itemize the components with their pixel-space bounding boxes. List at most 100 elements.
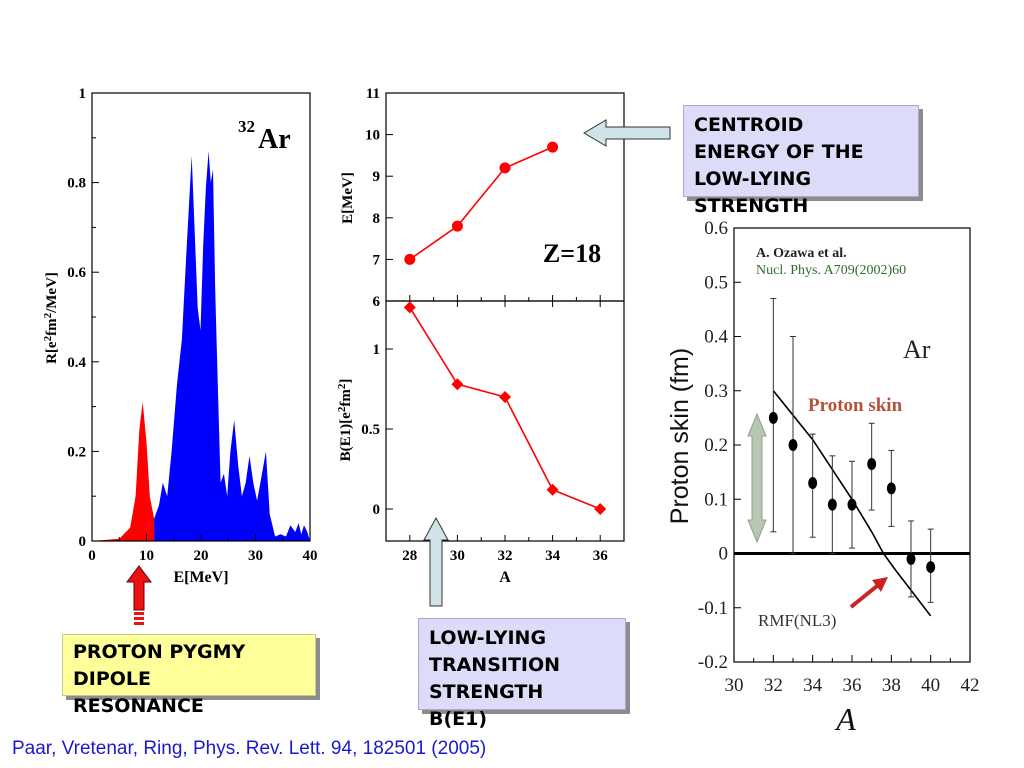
skin-x-tick-label: 34 (803, 675, 823, 696)
centroid-data (403, 141, 607, 515)
strength-title-element: Ar (258, 124, 291, 155)
centroid-x-label: A (499, 569, 511, 586)
strength-y-tick-label: 0.6 (67, 265, 86, 281)
pygmy-callout: PROTON PYGMY DIPOLE RESONANCE (62, 634, 316, 717)
skin-plot-frame (733, 227, 971, 663)
skin-point (867, 457, 877, 470)
energy-point (451, 220, 463, 232)
skin-y-tick-label: 0.4 (704, 327, 728, 348)
energy-y-tick-label: 9 (373, 169, 381, 185)
skin-x-tick-label: 42 (961, 675, 980, 696)
model-label: RMF(NL3) (758, 611, 836, 630)
transition-line-3: STRENGTH (429, 681, 544, 703)
z-label: Z=18 (543, 239, 601, 268)
centroid-line-4: STRENGTH (694, 195, 809, 217)
centroid-panel: 28 30 32 34 36 6 7 8 9 10 11 0 0.5 1 Z=18 E[MeV] B(E1… (336, 86, 625, 586)
skin-y-tick-label: 0.5 (704, 272, 728, 293)
strength-ticks: 0 10 20 30 40 0 0.2 0.4 0.6 0.8 1 (67, 86, 317, 564)
strength-x-tick-label: 20 (194, 548, 209, 564)
be1-y-tick-label: 0 (373, 502, 381, 518)
energy-point (499, 162, 511, 174)
strength-x-label: E[MeV] (173, 569, 228, 586)
pygmy-line-3: RESONANCE (73, 695, 204, 717)
skin-y-tick-label: 0.2 (704, 435, 728, 456)
strength-fill-layer (92, 151, 310, 541)
energy-y-tick-label: 10 (365, 128, 380, 144)
skin-y-tick-label: 0.1 (704, 489, 728, 510)
centroid-x-tick-label: 32 (498, 548, 513, 564)
be1-y-label: B(E1)[e2fm2] (336, 379, 354, 462)
skin-point (886, 482, 896, 495)
skin-y-tick-label: 0.6 (704, 218, 728, 239)
strength-y-tick-label: 1 (79, 86, 87, 102)
skin-y-label: Proton skin (fm) (666, 348, 694, 524)
strength-x-tick-label: 0 (88, 548, 96, 564)
skin-point (768, 411, 778, 424)
centroid-x-tick-label: 28 (402, 548, 417, 564)
skin-point (906, 552, 916, 565)
centroid-ticks: 28 30 32 34 36 6 7 8 9 10 11 0 0.5 1 (361, 86, 608, 564)
skin-x-label: A (834, 701, 856, 737)
skin-point (808, 476, 818, 489)
left-arrow-icon (583, 119, 671, 147)
reference-journal: Nucl. Phys. A709(2002)60 (756, 263, 906, 278)
strength-y-tick-label: 0.2 (67, 444, 86, 460)
red-arrow-icon (872, 577, 888, 592)
centroid-x-tick-label: 36 (593, 548, 609, 564)
energy-y-label: E[MeV] (340, 172, 356, 224)
skin-data (734, 298, 970, 617)
be1-point (594, 503, 607, 515)
transition-line-2: TRANSITION (429, 654, 561, 676)
reference-author: A. Ozawa et al. (756, 246, 847, 261)
element-label: Ar (903, 335, 931, 364)
strength-area-giant (154, 151, 310, 541)
centroid-callout: CENTROID ENERGY OF THE LOW-LYING STRENGT… (683, 105, 919, 217)
centroid-x-tick-label: 34 (545, 548, 561, 564)
be1-point (403, 301, 416, 314)
centroid-line-1: CENTROID (694, 114, 804, 136)
be1-y-tick-label: 1 (373, 342, 381, 358)
skin-x-tick-label: 40 (921, 675, 940, 696)
skin-point (847, 498, 857, 511)
red-up-arrow-icon (126, 565, 152, 625)
strength-x-tick-label: 30 (248, 548, 263, 564)
pygmy-line-2: DIPOLE (73, 668, 152, 690)
be1-line (409, 306, 601, 510)
centroid-line-2: ENERGY OF THE (694, 141, 864, 163)
transition-line-4: B(E1) (429, 708, 488, 730)
energy-y-tick-label: 11 (366, 86, 380, 102)
be1-y-tick-label: 0.5 (361, 422, 380, 438)
pygmy-line-1: PROTON PYGMY (73, 641, 246, 663)
energy-y-tick-label: 8 (373, 211, 381, 227)
skin-point (788, 439, 798, 451)
transition-line-1: LOW-LYING (429, 627, 547, 649)
transition-callout: LOW-LYING TRANSITION STRENGTH B(E1) (418, 618, 626, 730)
skin-x-tick-label: 32 (764, 675, 783, 696)
energy-point (547, 141, 559, 153)
up-arrow-icon (423, 516, 449, 607)
citation: Paar, Vretenar, Ring, Phys. Rev. Lett. 9… (12, 738, 487, 759)
centroid-line-3: LOW-LYING (694, 168, 812, 190)
be1-point (451, 378, 464, 391)
skin-ticks: 30 32 34 36 38 40 42 -0.2 -0.1 0 0.1 0.2 0.3 0.4 0.5 0.… (698, 218, 980, 696)
strength-x-tick-label: 10 (139, 548, 154, 564)
skin-y-tick-label: 0.3 (704, 381, 728, 402)
skin-y-tick-label: -0.2 (698, 652, 728, 673)
skin-point (827, 498, 837, 511)
skin-x-tick-label: 36 (843, 675, 862, 696)
be1-point (546, 483, 559, 496)
strength-y-tick-label: 0.4 (67, 355, 86, 371)
double-arrow-icon (747, 412, 767, 544)
proton-skin-panel: 30 32 34 36 38 40 42 -0.2 -0.1 0 0.1 0.2 0.3 0.4 0.5 0.… (666, 218, 980, 737)
red-arrow-shaft (849, 584, 879, 609)
energy-y-tick-label: 6 (373, 294, 381, 310)
strength-y-tick-label: 0.8 (67, 176, 86, 192)
energy-line (409, 146, 553, 261)
strength-panel: 0 10 20 30 40 0 0.2 0.4 0.6 0.8 1 32 Ar E[MeV] R[e… (42, 86, 318, 586)
skin-x-tick-label: 38 (882, 675, 901, 696)
skin-y-tick-label: -0.1 (698, 598, 728, 619)
strength-x-tick-label: 40 (303, 548, 318, 564)
be1-point (499, 391, 511, 403)
centroid-x-tick-label: 30 (450, 548, 465, 564)
